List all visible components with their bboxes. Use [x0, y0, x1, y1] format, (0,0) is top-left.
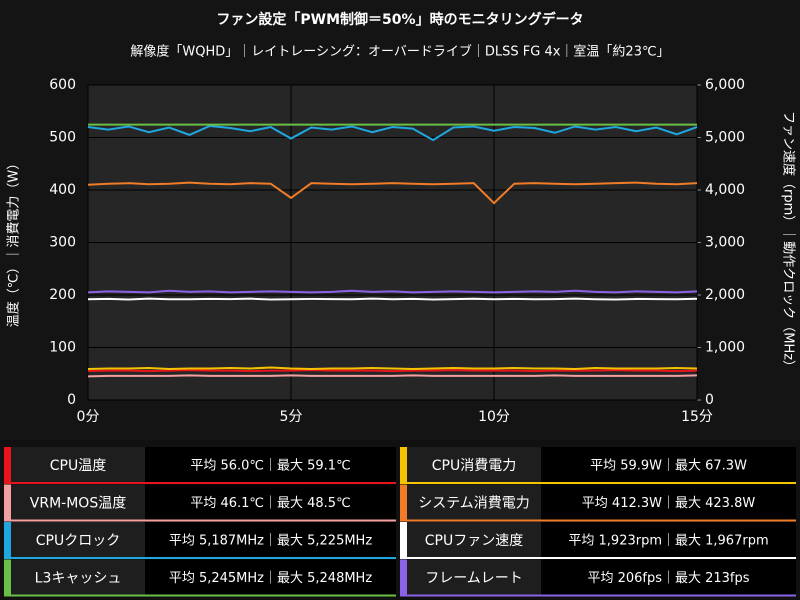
legend-name: フレームレート — [425, 570, 523, 586]
legend-name-cell — [11, 447, 145, 483]
legend-name: L3キャッシュ — [35, 570, 122, 586]
y2-tick-label: 6,000 — [705, 77, 745, 93]
chart-subtitle: 解像度「WQHD」｜レイトレーシング：オーバードライブ｜DLSS FG 4x｜室… — [130, 44, 669, 60]
legend-stat-cell — [541, 522, 796, 558]
series-line — [87, 289, 698, 294]
legend-name-cell — [407, 447, 541, 483]
legend-swatch — [400, 559, 407, 595]
legend-name-cell — [11, 522, 145, 558]
legend-swatch — [4, 447, 11, 483]
legend-name-cell — [407, 559, 541, 595]
y-tick-label: 300 — [49, 235, 76, 251]
series-line — [87, 366, 698, 371]
legend-name: システム消費電力 — [418, 495, 530, 511]
x-tick-label: 10分 — [478, 409, 510, 425]
legend-stat-cell — [541, 484, 796, 520]
legend-summary: 平均 5,245MHz｜最大 5,248MHz — [169, 571, 373, 586]
legend-stat-cell — [541, 559, 796, 595]
y-axis-label: 温度（℃）｜消費電力（W） — [6, 157, 22, 327]
legend-summary: 平均 5,187MHz｜最大 5,225MHz — [169, 533, 373, 548]
y2-axis-label: ファン速度（rpm）｜動作クロック（MHz） — [781, 111, 797, 373]
legend-name: CPUクロック — [36, 533, 120, 549]
legend-summary: 平均 59.9W｜最大 67.3W — [590, 458, 747, 473]
y2-tick-label: 3,000 — [705, 235, 745, 251]
x-tick-label: 0分 — [77, 409, 100, 425]
series-line — [87, 369, 698, 373]
legend-name-cell — [407, 484, 541, 520]
legend-name-cell — [11, 484, 145, 520]
series-line — [87, 181, 698, 205]
y2-tick-label: 1,000 — [705, 340, 745, 356]
x-tick-label: 5分 — [280, 409, 303, 425]
legend-name: CPU消費電力 — [432, 458, 516, 474]
y2-tick-label: 4,000 — [705, 182, 745, 198]
y-tick-label: 400 — [49, 182, 76, 198]
legend-stat-cell — [541, 447, 796, 483]
y-tick-label: 200 — [49, 287, 76, 303]
legend-summary: 平均 56.0℃｜最大 59.1℃ — [190, 458, 350, 473]
legend-summary: 平均 206fps｜最大 213fps — [587, 571, 749, 586]
y2-tick-label: 0 — [705, 392, 714, 408]
y2-tick-label: 5,000 — [705, 130, 745, 146]
legend-swatch — [4, 522, 11, 558]
series-line — [87, 124, 698, 142]
legend-swatch — [400, 484, 407, 520]
legend-stat-cell — [145, 447, 396, 483]
y-tick-label: 0 — [67, 392, 76, 408]
y-tick-label: 500 — [49, 130, 76, 146]
legend-summary: 平均 1,923rpm｜最大 1,967rpm — [568, 533, 768, 548]
legend-name: CPU温度 — [50, 458, 106, 474]
y-tick-label: 600 — [49, 77, 76, 93]
legend-swatch — [4, 484, 11, 520]
legend-stat-cell — [145, 559, 396, 595]
legend-stat-cell — [145, 484, 396, 520]
legend-name-cell — [407, 522, 541, 558]
legend-summary: 平均 412.3W｜最大 423.8W — [582, 496, 756, 511]
legend-stat-cell — [145, 522, 396, 558]
legend-name: VRM-MOS温度 — [30, 495, 126, 511]
legend-name-cell — [11, 559, 145, 595]
legend-swatch — [400, 522, 407, 558]
series-line — [87, 374, 698, 378]
legend-swatch — [400, 447, 407, 483]
x-tick-label: 15分 — [681, 409, 713, 425]
y-tick-label: 100 — [49, 340, 76, 356]
legend-swatch — [4, 559, 11, 595]
chart-title: ファン設定「PWM制御＝50%」時のモニタリングデータ — [216, 11, 583, 28]
legend-summary: 平均 46.1℃｜最大 48.5℃ — [190, 496, 350, 511]
series-line — [87, 297, 698, 301]
y2-tick-label: 2,000 — [705, 287, 745, 303]
legend-name: CPUファン速度 — [425, 533, 523, 549]
